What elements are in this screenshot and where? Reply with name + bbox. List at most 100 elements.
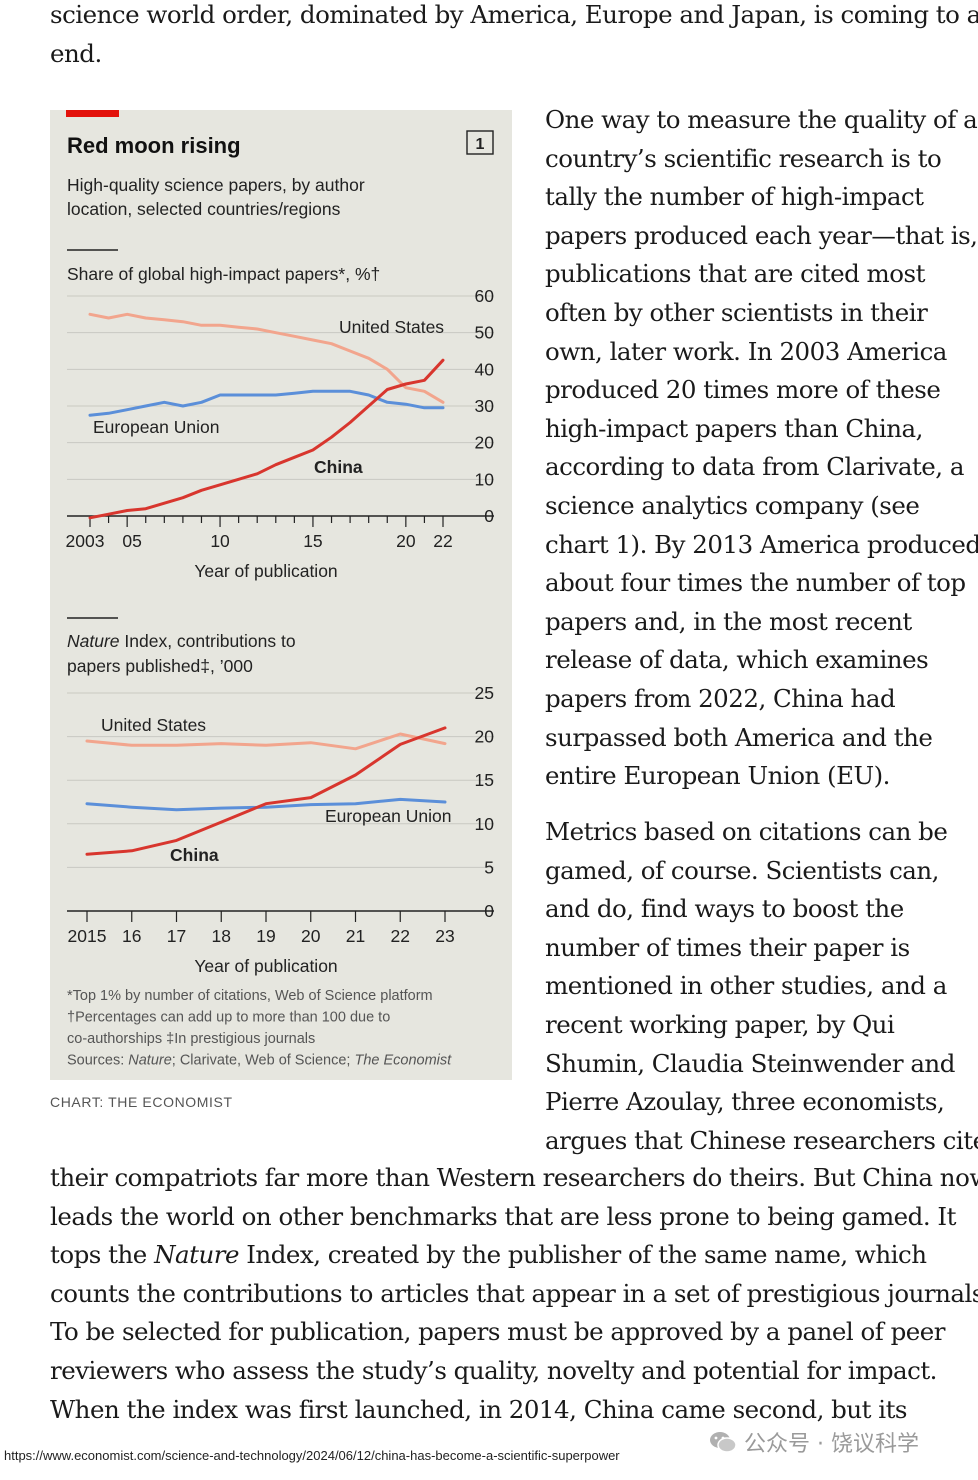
para2-line: and do, find ways to boost the [545, 894, 904, 924]
para1-line: science analytics company (see [545, 490, 920, 520]
x-axis-label: Year of publication [194, 956, 337, 976]
para1-line: chart 1). By 2013 America produced [545, 529, 978, 559]
para1-line: entire European Union (EU). [545, 761, 890, 791]
x-tick-label: 18 [212, 926, 231, 946]
para1-line: often by other scientists in their [545, 297, 928, 327]
para1-line: produced 20 times more of these [545, 375, 941, 405]
chart-title: Red moon rising [67, 133, 241, 158]
para1-line: release of data, which examines [545, 645, 929, 675]
para3-line: To be selected for publication, papers m… [50, 1317, 946, 1347]
para1-line: tally the number of high-impact [545, 182, 924, 212]
y-tick-label: 20 [475, 433, 495, 453]
chart-subtitle: location, selected countries/regions [67, 199, 341, 219]
x-tick-label: 05 [122, 531, 141, 551]
para3-line: leads the world on other benchmarks that… [50, 1201, 956, 1231]
para2-line: Shumin, Claudia Steinwender and [545, 1048, 955, 1078]
chart-number: 1 [476, 136, 485, 153]
y-tick-label: 50 [475, 323, 495, 343]
para2-line: number of times their paper is [545, 932, 910, 962]
para1-line: papers and, in the most recent [545, 606, 912, 636]
x-tick-label: 20 [396, 531, 416, 551]
panel-title: papers published‡, ’000 [67, 656, 253, 676]
para1-line: own, later work. In 2003 America [545, 336, 947, 366]
para2-line: mentioned in other studies, and a [545, 971, 947, 1001]
x-axis-label: Year of publication [194, 561, 337, 581]
chart-footnote: co-authorships ‡In prestigious journals [67, 1031, 315, 1047]
para1-line: about four times the number of top [545, 568, 966, 598]
para1-line: papers from 2022, China had [545, 683, 896, 713]
x-tick-label: 23 [435, 926, 454, 946]
series-label-china: China [314, 457, 363, 477]
para3-line: tops the Nature Index, created by the pu… [50, 1240, 927, 1270]
y-tick-label: 30 [475, 396, 495, 416]
para1-line: One way to measure the quality of a [545, 105, 978, 134]
x-tick-label: 10 [210, 531, 230, 551]
wechat-icon [710, 1432, 737, 1453]
series-label-eu: European Union [325, 806, 451, 826]
article-intro: science world order, dominated by Americ… [50, 0, 978, 73]
x-tick-label: 22 [391, 926, 410, 946]
watermark: 公众号 · 饶议科学 [708, 1426, 919, 1458]
y-tick-label: 10 [475, 469, 495, 489]
para1-line: papers produced each year—that is, [545, 220, 978, 250]
y-tick-label: 10 [475, 814, 495, 834]
y-tick-label: 25 [475, 683, 494, 703]
para1-line: surpassed both America and the [545, 722, 933, 752]
accent-bar [66, 110, 119, 117]
x-tick-label: 19 [256, 926, 275, 946]
chart-credit: CHART: THE ECONOMIST [50, 1094, 233, 1110]
series-line-china [88, 358, 445, 520]
series-label-us: United States [339, 317, 444, 337]
article-paragraph-2: Metrics based on citations can be gamed, … [545, 813, 978, 1160]
watermark-text: 公众号 · 饶议科学 [744, 1432, 919, 1457]
chart-footnote: Sources: Nature; Clarivate, Web of Scien… [67, 1053, 452, 1069]
chart-card: Red moon rising 1 High-quality science pap… [50, 110, 512, 1080]
para1-line: country’s scientific research is to [545, 143, 942, 173]
y-tick-label: 15 [475, 770, 494, 790]
para2-line: gamed, of course. Scientists can, [545, 855, 939, 885]
y-tick-label: 40 [475, 359, 495, 379]
article-paragraph-3: their compatriots far more than Western … [50, 1159, 978, 1429]
para1-line: high-impact papers than China, [545, 413, 923, 443]
series-line-us [85, 732, 447, 751]
panel-title: Nature Index, contributions to [67, 631, 296, 651]
chart-figure: Red moon rising 1 High-quality science pap… [66, 110, 495, 1069]
para3-line: reviewers who assess the study’s quality… [50, 1355, 937, 1385]
para2-line: Pierre Azoulay, three economists, [545, 1087, 945, 1117]
series-label-us: United States [101, 715, 206, 735]
para1-line: publications that are cited most [545, 259, 925, 289]
page-url[interactable]: https://www.economist.com/science-and-te… [4, 1448, 620, 1463]
chart-footnote: *Top 1% by number of citations, Web of S… [67, 988, 433, 1004]
y-tick-label: 60 [475, 286, 495, 306]
x-tick-label: 15 [303, 531, 322, 551]
series-label-china: China [170, 845, 219, 865]
series-line-us [88, 312, 445, 404]
para2-line: Metrics based on citations can be [545, 817, 948, 846]
y-tick-label: 5 [484, 857, 494, 877]
x-tick-label: 20 [301, 926, 321, 946]
para3-line: When the index was first launched, in 20… [50, 1394, 908, 1424]
x-tick-label: 22 [433, 531, 452, 551]
x-tick-label: 21 [346, 926, 365, 946]
x-tick-label: 2015 [68, 926, 107, 946]
panel-title: Share of global high-impact papers*, %† [67, 264, 380, 284]
x-tick-label: 17 [167, 926, 186, 946]
y-tick-label: 20 [475, 727, 495, 747]
para2-line: argues that Chinese researchers cite [545, 1125, 978, 1155]
para3-line: their compatriots far more than Western … [50, 1163, 978, 1192]
x-tick-label: 2003 [66, 531, 105, 551]
intro-line: end. [50, 38, 102, 68]
chart-footnote: †Percentages can add up to more than 100… [67, 1010, 390, 1026]
series-line-china [85, 726, 447, 856]
chart-subtitle: High-quality science papers, by author [67, 175, 365, 195]
para1-line: according to data from Clarivate, a [545, 452, 964, 482]
article-paragraph-1: One way to measure the quality of a count… [545, 101, 978, 796]
para3-line: counts the contributions to articles tha… [50, 1278, 978, 1308]
para2-line: recent working paper, by Qui [545, 1009, 895, 1039]
x-tick-label: 16 [122, 926, 141, 946]
series-line-eu [85, 797, 447, 812]
chart-number-box [466, 130, 494, 155]
series-label-eu: European Union [93, 417, 219, 437]
intro-line: science world order, dominated by Americ… [50, 0, 978, 29]
series-line-eu [88, 389, 445, 417]
